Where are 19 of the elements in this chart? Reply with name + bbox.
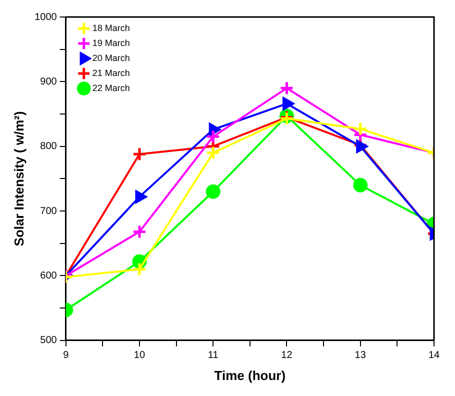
x-tick-label: 14 bbox=[428, 350, 440, 362]
legend-label: 22 March bbox=[92, 82, 130, 93]
y-tick-label: 900 bbox=[40, 76, 58, 88]
x-tick-label: 13 bbox=[354, 350, 366, 362]
x-tick-label: 12 bbox=[281, 350, 293, 362]
legend-label: 21 March bbox=[92, 68, 130, 78]
legend-label: 18 March bbox=[92, 22, 130, 33]
x-tick-label: 11 bbox=[208, 350, 219, 362]
y-tick-label: 500 bbox=[40, 335, 58, 346]
x-tick-label: 9 bbox=[63, 350, 70, 362]
y-axis-title: Solar Intensity ( w/m²) bbox=[11, 111, 26, 246]
y-tick-label: 700 bbox=[40, 206, 58, 217]
x-axis-title: Time (hour) bbox=[214, 368, 286, 383]
y-tick-label: 600 bbox=[40, 270, 58, 282]
y-tick-label: 800 bbox=[40, 141, 58, 152]
legend-label: 19 March bbox=[92, 38, 130, 48]
x-tick-label: 10 bbox=[134, 350, 146, 362]
legend-label: 20 March bbox=[92, 52, 130, 63]
y-tick-label: 1000 bbox=[34, 12, 58, 23]
